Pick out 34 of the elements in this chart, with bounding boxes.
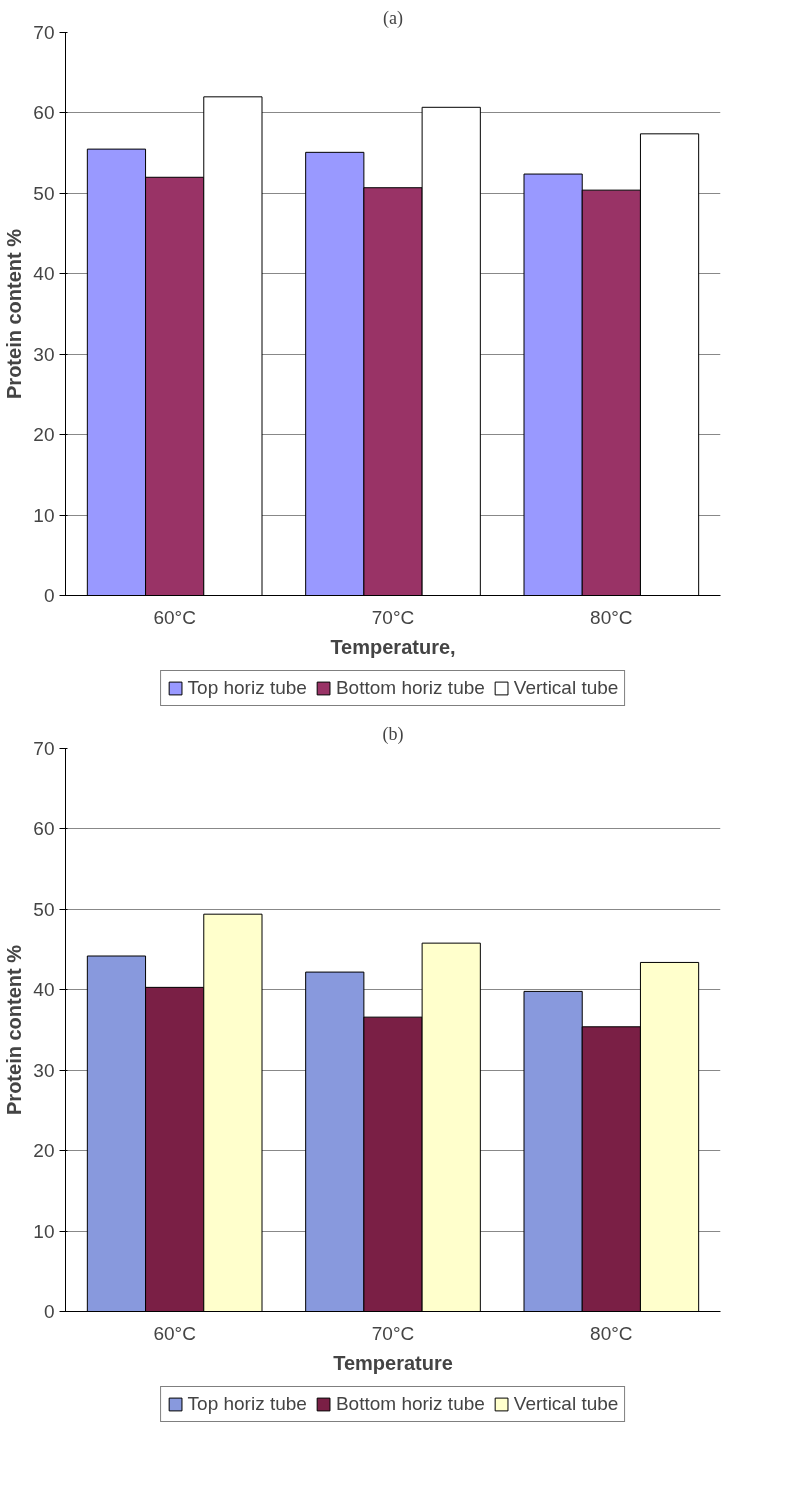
y-tick-label: 70 [33, 738, 55, 759]
y-axis-title: Protein content % [3, 228, 26, 399]
x-axis-title: Temperature [333, 1351, 453, 1374]
y-tick-label: 50 [33, 898, 55, 920]
y-tick-label: 40 [33, 263, 55, 285]
y-tick-label: 20 [33, 1140, 55, 1162]
y-tick-label: 30 [33, 1059, 55, 1081]
legend-label: Bottom horiz tube [335, 1393, 485, 1415]
y-tick-label: 70 [33, 22, 55, 43]
x-axis-title: Temperature, [330, 635, 456, 658]
legend-label: Bottom horiz tube [335, 677, 485, 699]
y-axis-title: Protein content % [3, 944, 26, 1115]
x-tick-label: 80°C [590, 606, 633, 628]
chart-title: (a) [383, 7, 403, 29]
y-tick-label: 30 [33, 343, 55, 365]
y-tick-label: 0 [43, 1301, 55, 1322]
x-tick-label: 70°C [371, 1322, 415, 1344]
x-tick-label: 60°C [153, 606, 196, 628]
legend-label: Top horiz tube [187, 677, 307, 699]
y-tick-label: 10 [33, 504, 55, 526]
y-tick-label: 50 [33, 182, 55, 204]
legend-label: Vertical tube [513, 1393, 619, 1415]
legend-label: Vertical tube [513, 677, 619, 699]
y-tick-label: 60 [33, 818, 55, 840]
x-tick-label: 60°C [153, 1322, 196, 1344]
y-tick-label: 20 [33, 424, 55, 446]
y-tick-label: 0 [43, 585, 55, 606]
y-tick-label: 10 [33, 1220, 55, 1242]
y-tick-label: 60 [33, 102, 55, 124]
x-tick-label: 70°C [371, 606, 415, 628]
legend-label: Top horiz tube [187, 1393, 307, 1415]
y-tick-label: 40 [33, 979, 55, 1001]
chart-title: (b) [382, 723, 404, 745]
x-tick-label: 80°C [590, 1322, 633, 1344]
